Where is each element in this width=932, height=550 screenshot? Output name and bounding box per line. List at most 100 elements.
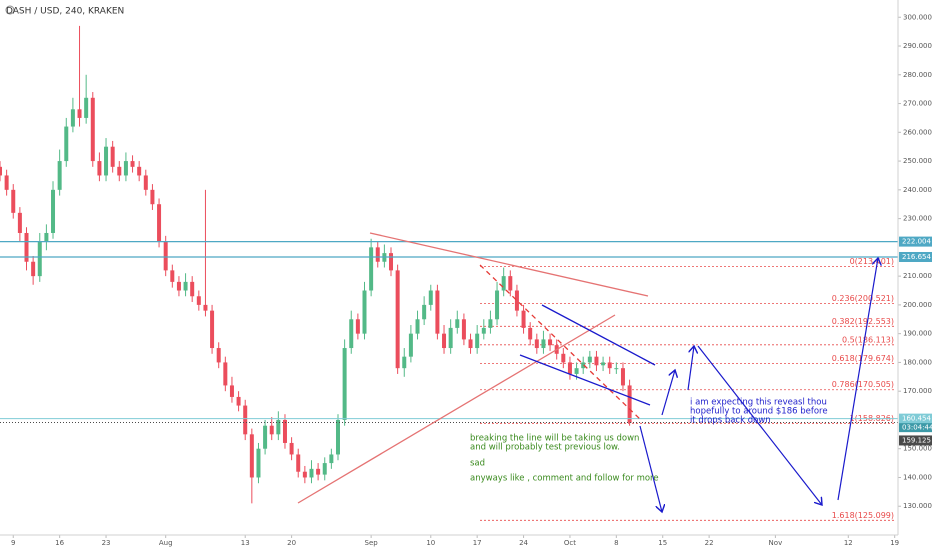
candle-body [183, 281, 188, 291]
candle-body [269, 425, 274, 435]
candle-body [614, 368, 619, 370]
candle-body [574, 368, 579, 374]
dashed-trend-line [479, 264, 643, 422]
y-tick-label: 210.000 [903, 272, 932, 280]
annotation: breaking the line will be taking us down [470, 434, 639, 444]
candle-body [402, 356, 407, 369]
candle-body [375, 247, 380, 262]
candle-body [31, 261, 36, 277]
x-tick-label: 16 [55, 539, 64, 547]
candle-body [581, 362, 586, 369]
candle-body [534, 339, 539, 349]
candle-body [84, 97, 89, 118]
y-tick-label: 290.000 [903, 42, 932, 50]
candle-body [627, 385, 632, 423]
candle-body [282, 419, 287, 443]
annotation: i am expecting this reveasl thou [690, 398, 827, 408]
y-tick-label: 270.000 [903, 100, 932, 108]
channel-line [541, 304, 656, 366]
candle-body [163, 241, 168, 271]
countdown: 03:04:44 [902, 424, 932, 432]
countdown-bg [899, 423, 932, 433]
candle-body [408, 333, 413, 357]
x-tick-label: 12 [844, 539, 853, 547]
arrow [661, 370, 675, 416]
x-tick-label: 8 [614, 539, 618, 547]
annotation-green: breaking the line will be taking us down… [470, 434, 659, 484]
candle-body [422, 304, 427, 320]
candle-body [256, 448, 261, 478]
candle-body [461, 319, 466, 340]
candle-body [607, 362, 612, 369]
x-tick-label: Nov [769, 539, 783, 547]
price-label-bg [899, 236, 932, 247]
candle-body [223, 362, 228, 386]
candle-body [322, 463, 327, 475]
price-label: 222.004 [902, 238, 931, 246]
candle-body [316, 468, 321, 475]
price-label-bg [899, 413, 932, 424]
y-tick-label: 180.000 [903, 358, 932, 366]
candle-body [236, 396, 241, 406]
candle-body [243, 405, 248, 435]
annotation: sad [470, 459, 485, 469]
y-tick-label: 190.000 [903, 330, 932, 338]
candle-body [488, 319, 493, 328]
arrows [639, 258, 878, 512]
price-label-bg [899, 435, 932, 446]
candle-body [170, 270, 175, 282]
chart-title: DASH / USD, 240, KRAKEN [6, 7, 124, 17]
trend-line [369, 232, 649, 297]
fib-label: 1.618(125.099) [832, 511, 894, 520]
y-tick-label: 200.000 [903, 301, 932, 309]
candle-body [123, 161, 128, 176]
candle-body [369, 247, 374, 291]
candle-body [415, 319, 420, 334]
candle-body [37, 241, 42, 277]
fib-label: 0.786(170.505) [832, 380, 894, 389]
candle-body [342, 348, 347, 420]
candle-body [17, 212, 22, 233]
candle-body [97, 161, 102, 176]
y-tick-label: 260.000 [903, 128, 932, 136]
candle-body [190, 281, 195, 297]
candle-body [11, 189, 16, 213]
candle-body [309, 468, 314, 478]
candle-body [514, 290, 519, 311]
candle-body [229, 385, 234, 397]
x-tick-label: 23 [102, 539, 111, 547]
candle-body [329, 454, 334, 464]
y-tick-label: 170.000 [903, 387, 932, 395]
candle-body [24, 232, 29, 262]
candle-body [150, 189, 155, 205]
candle-body [196, 296, 201, 305]
candle-body [428, 290, 433, 305]
candle-body [143, 175, 148, 190]
candle-body [117, 166, 122, 176]
candle-body [541, 339, 546, 349]
candle-body [528, 327, 533, 340]
annotation: it drops back down [690, 416, 771, 426]
x-tick-label: 15 [658, 539, 667, 547]
price-label: 159.125 [902, 436, 931, 444]
y-tick-label: 130.000 [903, 502, 932, 510]
trend-line [297, 314, 616, 504]
price-label: 216.654 [902, 253, 931, 261]
plot: 130.000 140.000 150.000 170.000 180.000 190.0… [0, 13, 932, 547]
candle-body [335, 419, 340, 455]
candle-body [468, 339, 473, 349]
arrow [639, 425, 662, 512]
candle-body [104, 146, 109, 176]
candle-body [110, 146, 115, 167]
y-tick-label: 140.000 [903, 473, 932, 481]
candle-body [203, 304, 208, 311]
x-tick-label: 10 [426, 539, 435, 547]
candle-body [263, 425, 268, 449]
x-tick-label: Aug [159, 539, 173, 547]
candle-body [4, 175, 9, 190]
arrow [697, 345, 822, 505]
candle-body [548, 339, 553, 346]
candle-body [249, 434, 254, 478]
